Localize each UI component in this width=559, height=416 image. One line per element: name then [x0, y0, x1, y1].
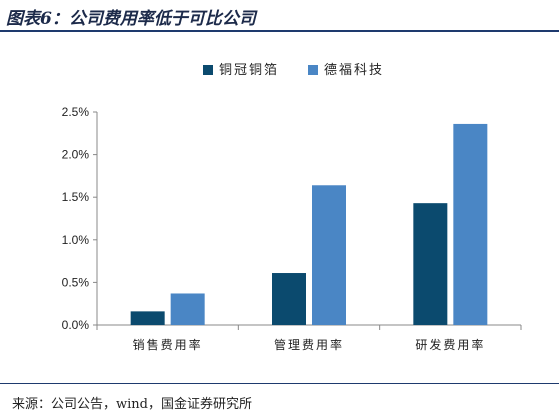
figure-title: 图表6：公司费用率低于可比公司	[6, 9, 256, 29]
source-note: 来源：公司公告，wind，国金证券研究所	[12, 397, 252, 412]
bar-series2	[453, 123, 488, 325]
title-divider	[0, 30, 559, 32]
y-tick-label: 2.0%	[62, 148, 90, 162]
legend-swatch	[308, 65, 318, 75]
chart-legend: 铜冠铜箔 德福科技	[203, 62, 384, 78]
legend-swatch	[203, 65, 213, 75]
bar-series1	[130, 311, 165, 325]
y-tick-label: 0.0%	[62, 318, 90, 332]
bar-series2	[170, 293, 205, 325]
y-tick-label: 1.5%	[62, 190, 90, 204]
x-tick-label: 管理费用率	[274, 337, 344, 352]
bar-series1	[413, 203, 448, 325]
bar-series	[130, 123, 488, 325]
x-tick-label: 销售费用率	[133, 337, 203, 352]
x-tick-label: 研发费用率	[415, 337, 485, 352]
y-tick-label: 0.5%	[62, 275, 90, 289]
legend-label: 铜冠铜箔	[219, 62, 279, 78]
legend-label: 德福科技	[324, 63, 384, 78]
y-axis: 0.0% 0.5% 1.0% 1.5% 2.0% 2.5%	[62, 105, 98, 332]
footer-divider	[0, 383, 559, 384]
x-axis: 销售费用率 管理费用率 研发费用率	[96, 324, 522, 352]
y-tick-label: 1.0%	[62, 233, 90, 247]
y-tick-label: 2.5%	[62, 105, 90, 119]
bar-series2	[312, 185, 346, 325]
bar-series1	[272, 273, 306, 325]
bar-chart: 铜冠铜箔 德福科技 0.0% 0.5% 1.0% 1.5% 2.0% 2.5% 销售费用率 管…	[62, 62, 522, 352]
